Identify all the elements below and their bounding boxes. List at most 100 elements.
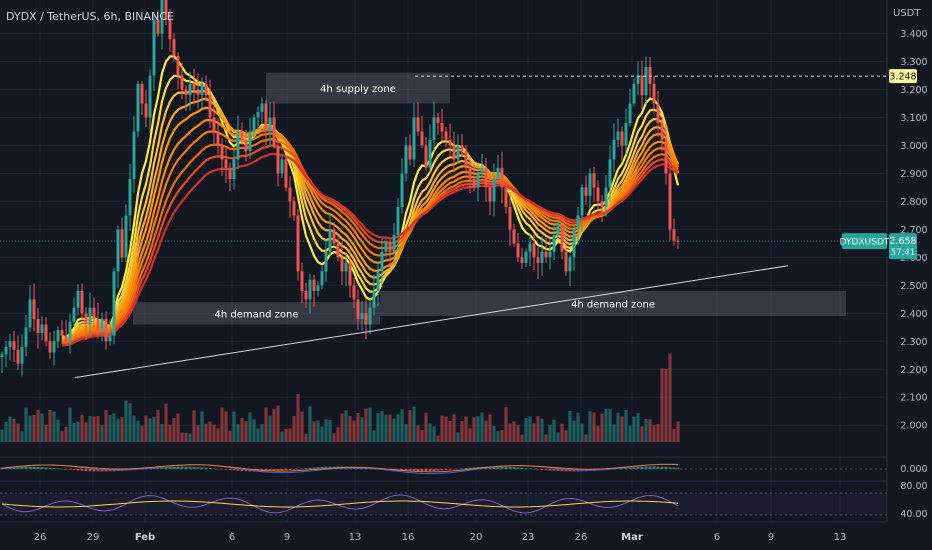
candle-body <box>484 167 488 188</box>
candle-body <box>288 187 292 202</box>
macd-histogram-bar <box>176 466 180 469</box>
macd-histogram-bar <box>292 469 296 470</box>
candle-body <box>624 123 628 146</box>
macd-histogram-bar <box>220 469 224 470</box>
candle-body <box>656 103 660 124</box>
candle-body <box>504 187 508 208</box>
candle-body <box>24 327 28 347</box>
macd-signal-line <box>1 463 679 473</box>
macd-histogram-bar <box>504 466 508 469</box>
candle-body <box>112 271 116 336</box>
candle-body <box>436 117 440 124</box>
volume-bar <box>96 415 100 442</box>
candle-body <box>32 299 36 319</box>
macd-histogram-bar <box>448 469 452 470</box>
candle-body <box>316 285 320 291</box>
volume-bar <box>228 430 232 442</box>
volume-bar <box>224 411 228 442</box>
volume-bar <box>676 421 680 442</box>
volume-bar <box>472 417 476 442</box>
volume-bar <box>568 410 572 442</box>
macd-histogram-bar <box>152 467 156 469</box>
volume-bar <box>276 405 280 442</box>
volume-bar <box>208 421 212 442</box>
time-tick-label: 13 <box>834 532 847 543</box>
macd-histogram-bar <box>60 468 64 470</box>
volume-bars <box>0 353 680 442</box>
candle-body <box>96 318 100 331</box>
candle-body <box>304 290 308 300</box>
macd-histogram-bar <box>468 467 472 469</box>
macd-histogram-bar <box>496 466 500 469</box>
candle-body <box>36 318 40 333</box>
price-tick-label: 2.000 <box>900 421 927 432</box>
volume-bar <box>20 431 24 442</box>
time-tick-label: Feb <box>135 532 155 543</box>
candle-body <box>68 321 72 342</box>
volume-bar <box>616 412 620 442</box>
candle-body <box>260 103 264 112</box>
volume-bar <box>508 423 512 442</box>
candle-body <box>564 251 568 272</box>
volume-bar <box>44 424 48 442</box>
volume-bar <box>660 368 664 442</box>
candle-body <box>388 243 392 252</box>
volume-bar <box>492 425 496 442</box>
candle-body <box>12 341 16 350</box>
candle-body <box>184 89 188 96</box>
macd-histogram-bar <box>188 466 192 469</box>
macd-histogram-bar <box>72 469 76 471</box>
candle-body <box>364 313 368 325</box>
volume-bar <box>500 430 504 442</box>
macd-histogram-bar <box>224 469 228 470</box>
macd-histogram-bar <box>96 469 100 472</box>
macd-histogram-bar <box>16 466 20 469</box>
candle-body <box>548 251 552 258</box>
candle-body <box>612 139 616 160</box>
candle-body <box>456 145 460 160</box>
volume-bar <box>56 419 60 442</box>
volume-bar <box>604 409 608 442</box>
macd-histogram-bar <box>228 469 232 470</box>
volume-bar <box>356 412 360 442</box>
volume-bar <box>668 353 672 442</box>
volume-bar <box>216 428 220 442</box>
macd-histogram-bar <box>520 467 524 469</box>
macd-histogram-bar <box>64 469 68 470</box>
candle-body <box>148 75 152 118</box>
chart-title: DYDX / TetherUS, 6h, BINANCE <box>6 10 174 23</box>
volume-bar <box>392 418 396 442</box>
currency-label: USDT <box>893 8 921 19</box>
macd-histogram-bar <box>636 466 640 469</box>
candle-body <box>244 139 248 152</box>
exchange-label: BINANCE <box>124 10 174 23</box>
candle-body <box>116 229 120 272</box>
volume-bar <box>404 424 408 442</box>
candle-body <box>168 19 172 40</box>
candle-body <box>228 167 232 180</box>
price-tick-label: 3.400 <box>900 29 927 40</box>
macd-histogram-bar <box>84 469 88 471</box>
candle-body <box>144 103 148 118</box>
candle-body <box>136 83 140 132</box>
volume-bar <box>340 413 344 442</box>
volume-bar <box>232 411 236 442</box>
volume-bar <box>608 409 612 442</box>
volume-bar <box>148 418 152 442</box>
macd-histogram-bar <box>516 467 520 469</box>
macd-histogram-bar <box>672 467 676 469</box>
candle-body <box>156 19 160 34</box>
candle-body <box>88 307 92 325</box>
macd-histogram-bar <box>432 469 436 471</box>
volume-bar <box>192 410 196 442</box>
candle-body <box>76 290 80 308</box>
price-tick-label: 2.500 <box>900 281 927 292</box>
macd-histogram-bar <box>620 468 624 469</box>
candle-body <box>464 151 468 168</box>
volume-bar <box>204 423 208 442</box>
candle-body <box>632 83 636 104</box>
candle-body <box>192 83 196 90</box>
volume-bar <box>652 425 656 442</box>
candle-body <box>264 103 268 132</box>
